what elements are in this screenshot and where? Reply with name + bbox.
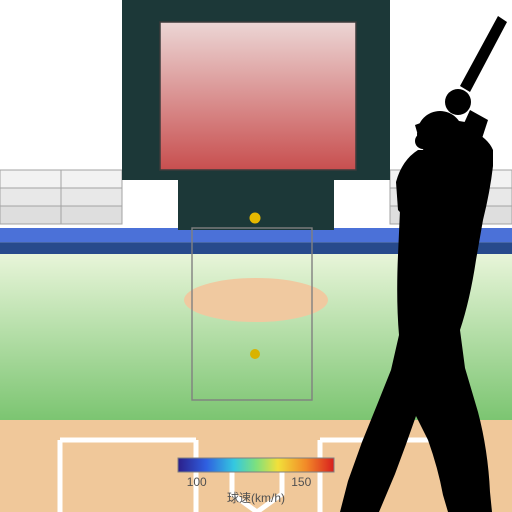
stands-panel <box>0 206 61 224</box>
stands-panel <box>61 170 122 188</box>
stands-panel <box>0 170 61 188</box>
pitchers-mound <box>184 278 328 322</box>
pitch-dot <box>250 213 261 224</box>
pitch-location-scene: 100 150 球速(km/h) <box>0 0 512 512</box>
stands-panel <box>61 188 122 206</box>
colorbar-label: 球速(km/h) <box>227 491 285 505</box>
scoreboard-display <box>160 22 356 170</box>
stands-panel <box>61 206 122 224</box>
stands-panel <box>0 188 61 206</box>
speed-colorbar <box>178 458 334 472</box>
pitch-dot <box>250 349 260 359</box>
colorbar-tick: 150 <box>291 475 311 489</box>
colorbar-tick: 100 <box>187 475 207 489</box>
